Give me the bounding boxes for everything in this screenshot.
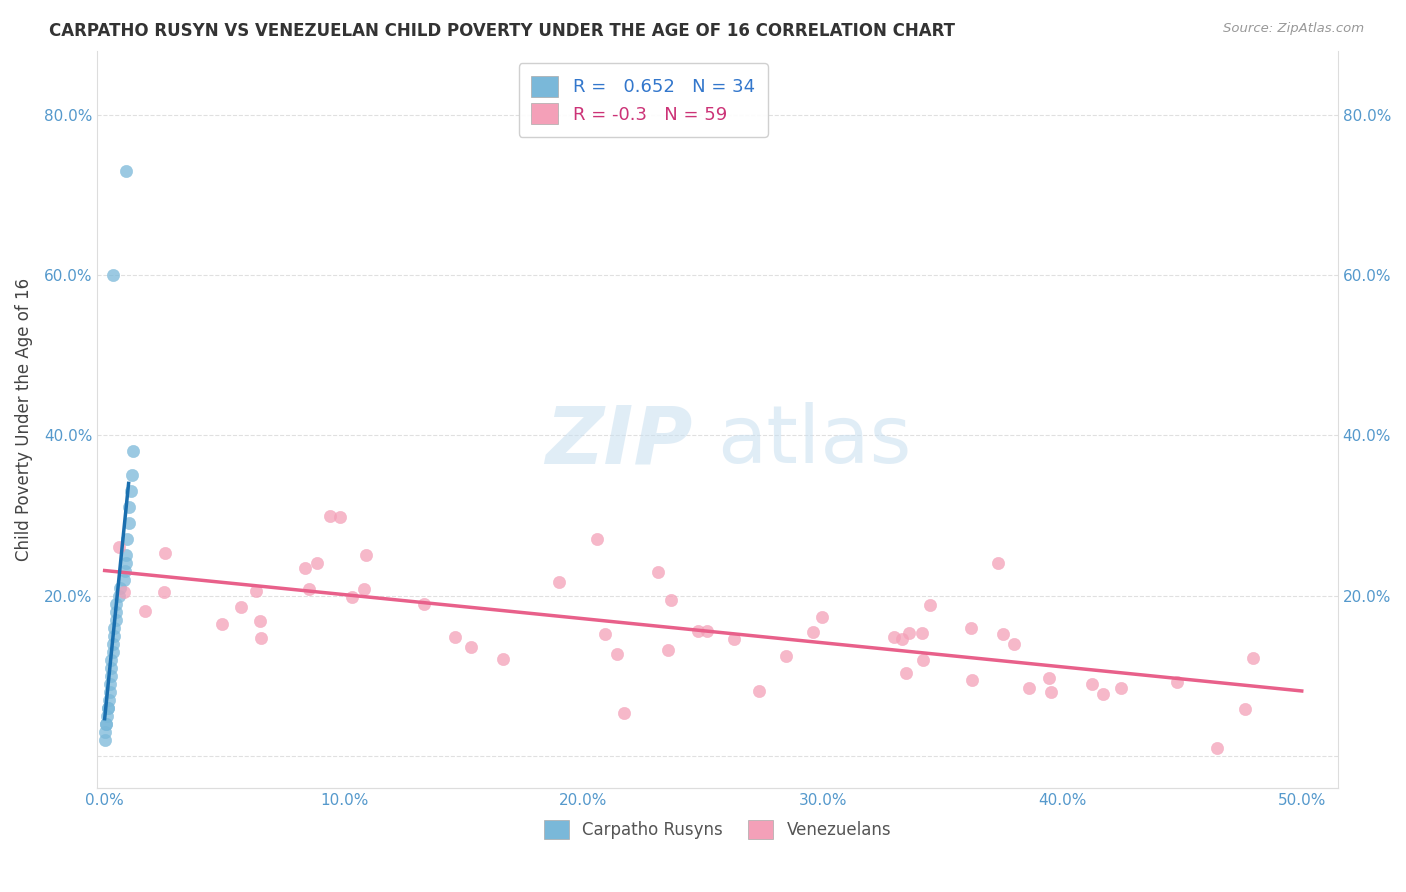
Point <box>1234 701 1257 715</box>
Point <box>1039 685 1062 699</box>
Point <box>894 666 917 681</box>
Point <box>1018 681 1040 695</box>
Point <box>115 533 138 547</box>
Point <box>121 468 143 483</box>
Point <box>329 510 352 524</box>
Point <box>960 673 983 688</box>
Point <box>696 624 718 638</box>
Point <box>748 684 770 698</box>
Point <box>94 716 117 731</box>
Point <box>1241 650 1264 665</box>
Point <box>112 573 135 587</box>
Point <box>723 632 745 647</box>
Point <box>98 676 121 690</box>
Point <box>94 724 117 739</box>
Point <box>153 585 176 599</box>
Point <box>97 700 120 714</box>
Point <box>249 614 271 628</box>
Point <box>911 626 934 640</box>
Point <box>100 653 122 667</box>
Point <box>245 584 267 599</box>
Point <box>342 590 364 604</box>
Point <box>586 533 609 547</box>
Point <box>114 557 136 571</box>
Point <box>647 565 669 579</box>
Point <box>891 632 914 646</box>
Point <box>94 716 117 731</box>
Point <box>606 647 628 661</box>
Text: atlas: atlas <box>717 402 912 481</box>
Point <box>1206 740 1229 755</box>
Point <box>305 557 328 571</box>
Point <box>101 645 124 659</box>
Point <box>298 582 321 596</box>
Point <box>98 684 121 698</box>
Point <box>108 541 131 555</box>
Point <box>153 546 176 560</box>
Point <box>659 592 682 607</box>
Point <box>101 268 124 282</box>
Point <box>492 652 515 666</box>
Point <box>353 582 375 596</box>
Point <box>613 706 636 721</box>
Point <box>898 626 921 640</box>
Point <box>118 500 141 515</box>
Point <box>115 549 138 563</box>
Point <box>114 565 136 579</box>
Point <box>104 613 127 627</box>
Text: Source: ZipAtlas.com: Source: ZipAtlas.com <box>1223 22 1364 36</box>
Point <box>547 574 569 589</box>
Point <box>1002 637 1025 651</box>
Point <box>134 604 156 618</box>
Point <box>294 561 316 575</box>
Point <box>801 625 824 640</box>
Point <box>911 653 934 667</box>
Point <box>104 605 127 619</box>
Legend: Carpatho Rusyns, Venezuelans: Carpatho Rusyns, Venezuelans <box>537 814 898 846</box>
Point <box>810 610 832 624</box>
Point <box>100 660 122 674</box>
Point <box>1166 675 1188 690</box>
Point <box>1038 671 1060 685</box>
Point <box>110 581 132 595</box>
Point <box>657 643 679 657</box>
Point <box>444 631 467 645</box>
Point <box>413 597 436 611</box>
Point <box>460 640 482 654</box>
Point <box>103 637 125 651</box>
Point <box>249 631 271 645</box>
Point <box>98 692 121 706</box>
Y-axis label: Child Poverty Under the Age of 16: Child Poverty Under the Age of 16 <box>15 277 32 561</box>
Point <box>593 627 616 641</box>
Point <box>108 589 131 603</box>
Point <box>121 444 143 458</box>
Point <box>960 621 983 635</box>
Point <box>991 627 1014 641</box>
Point <box>112 585 135 599</box>
Point <box>918 598 941 612</box>
Point <box>97 700 120 714</box>
Point <box>775 649 797 664</box>
Point <box>103 621 125 635</box>
Point <box>105 597 128 611</box>
Text: CARPATHO RUSYN VS VENEZUELAN CHILD POVERTY UNDER THE AGE OF 16 CORRELATION CHART: CARPATHO RUSYN VS VENEZUELAN CHILD POVER… <box>49 22 955 40</box>
Point <box>319 508 342 523</box>
Point <box>1081 677 1104 691</box>
Point <box>115 164 138 178</box>
Point <box>100 668 122 682</box>
Point <box>1111 681 1133 696</box>
Point <box>103 629 125 643</box>
Point <box>987 557 1010 571</box>
Point <box>1092 687 1115 701</box>
Point <box>120 484 142 499</box>
Point <box>94 732 117 747</box>
Point <box>211 616 233 631</box>
Point <box>688 624 710 638</box>
Point <box>354 549 377 563</box>
Point <box>883 630 905 644</box>
Text: ZIP: ZIP <box>546 402 693 481</box>
Point <box>96 708 118 723</box>
Point <box>229 600 252 615</box>
Point <box>117 516 139 531</box>
